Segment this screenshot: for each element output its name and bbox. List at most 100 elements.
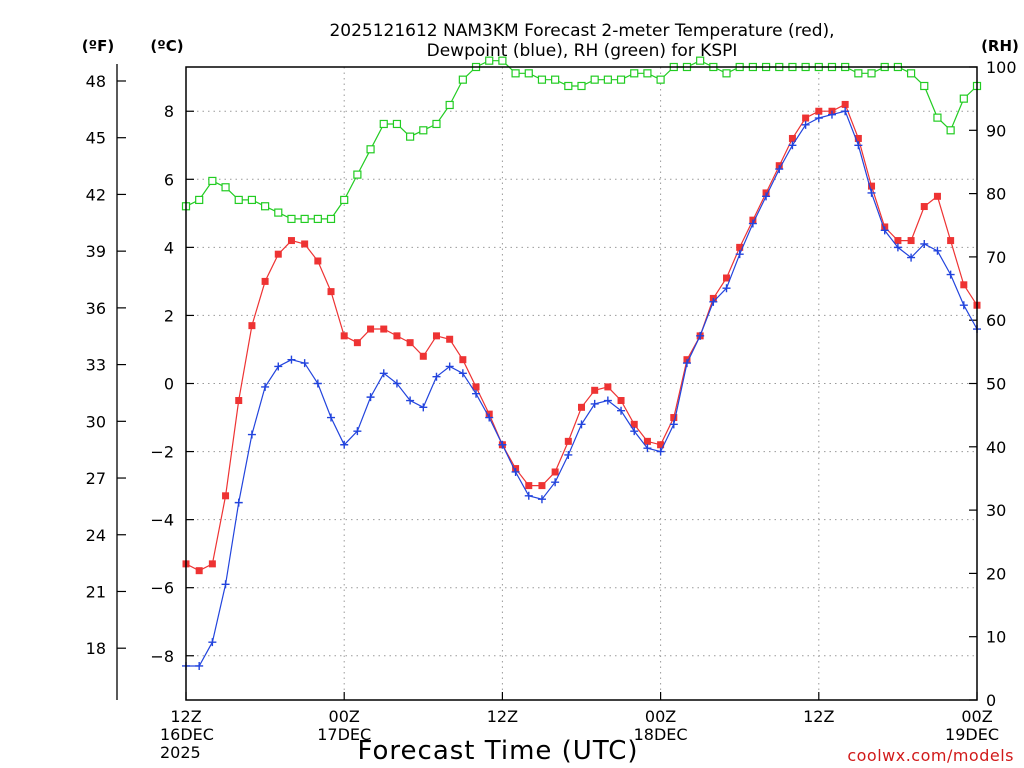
dewpoint-marker (959, 301, 968, 310)
fahrenheit-unit-label: (ºF) (82, 37, 114, 55)
dewpoint-marker (406, 396, 415, 405)
x-axis-title: Forecast Time (UTC) (357, 736, 638, 766)
temperature-marker (367, 325, 375, 333)
rh-marker (406, 132, 415, 141)
dewpoint-marker (775, 165, 784, 174)
rh-marker (906, 69, 916, 78)
temperature-marker (393, 332, 401, 340)
dewpoint-marker (445, 362, 454, 371)
rh-marker (590, 75, 599, 84)
time-tick-label: 12Z (803, 707, 834, 726)
temperature-marker (854, 134, 862, 142)
temperature-marker (208, 560, 216, 568)
rh-tick-label: 100 (986, 58, 1017, 77)
dewpoint-marker (643, 444, 652, 453)
rh-marker (458, 75, 467, 84)
dewpoint-marker (300, 359, 309, 368)
dewpoint-marker (524, 491, 533, 500)
rh-marker (867, 69, 876, 78)
celsius-tick-label: 2 (164, 306, 174, 325)
temperature-marker (235, 397, 243, 405)
temperature-marker (406, 339, 414, 347)
temperature-marker (314, 257, 322, 265)
temperature-marker (933, 192, 941, 200)
time-tick-label: 17DEC (317, 725, 371, 744)
rh-marker (616, 75, 626, 84)
rh-marker (696, 56, 705, 65)
temperature-marker (920, 203, 928, 211)
dewpoint-marker (907, 253, 916, 262)
plot-frame (185, 66, 978, 701)
dewpoint-marker (392, 379, 401, 388)
fahrenheit-tick-label: 24 (86, 526, 106, 545)
celsius-tick-label: 6 (164, 170, 174, 189)
celsius-tick-label: −6 (150, 579, 174, 598)
time-tick-label: 00Z (961, 707, 992, 726)
dewpoint-marker (379, 369, 388, 378)
dewpoint-marker (867, 188, 876, 197)
dewpoint-marker (498, 440, 507, 449)
rh-marker (722, 69, 731, 78)
celsius-tick-label: 4 (164, 238, 174, 257)
fahrenheit-tick-label: 30 (86, 412, 106, 431)
dewpoint-marker (458, 369, 467, 378)
rh-marker (234, 195, 243, 205)
temperature-marker (643, 437, 651, 445)
time-tick-label: 00Z (645, 707, 676, 726)
fahrenheit-tick-label: 36 (86, 299, 106, 318)
time-tick-label: 2025 (160, 743, 201, 762)
dewpoint-marker (762, 192, 771, 201)
dewpoint-marker (432, 372, 441, 381)
rh-marker (221, 183, 230, 192)
temperature-marker (736, 243, 744, 251)
source-credit: coolwx.com/models (847, 746, 1014, 765)
temperature-marker (340, 332, 348, 340)
temperature-marker (274, 250, 282, 258)
dewpoint-marker (814, 114, 823, 123)
rh-tick-label: 20 (986, 564, 1006, 583)
chart-title-line2: Dewpoint (blue), RH (green) for KSPI (427, 41, 738, 61)
temperature-marker (432, 332, 440, 340)
rh-marker (432, 119, 441, 129)
dewpoint-marker (893, 243, 902, 252)
dewpoint-marker (274, 362, 283, 371)
time-tick-label: 00Z (329, 707, 360, 726)
dewpoint-marker (696, 331, 705, 340)
rh-marker (445, 100, 454, 110)
rh-marker (946, 126, 955, 135)
rh-marker (379, 119, 388, 129)
dewpoint-marker (551, 478, 560, 487)
temperature-marker (670, 414, 678, 422)
fahrenheit-tick-label: 21 (86, 582, 106, 601)
rh-marker (274, 208, 283, 217)
fahrenheit-tick-label: 18 (86, 639, 106, 658)
temperature-marker (604, 383, 612, 391)
temperature-marker (591, 386, 599, 394)
rh-marker (603, 75, 612, 84)
dewpoint-marker (485, 413, 494, 422)
dewpoint-marker (669, 420, 678, 429)
rh-marker (208, 176, 217, 186)
dewpoint-marker (854, 141, 863, 150)
rh-marker (643, 69, 652, 78)
temperature-marker (195, 567, 203, 575)
dewpoint-marker (313, 379, 322, 388)
dewpoint-marker (709, 297, 718, 306)
fahrenheit-tick-label: 48 (86, 72, 106, 91)
rh-marker (524, 69, 533, 78)
temperature-marker (301, 240, 309, 248)
rh-tick-label: 0 (986, 691, 996, 710)
rh-marker (656, 75, 665, 84)
dewpoint-marker (656, 447, 665, 456)
rh-marker (392, 119, 402, 129)
dewpoint-marker (221, 580, 230, 589)
time-tick-label: 12Z (170, 707, 201, 726)
rh-marker (485, 56, 494, 65)
dewpoint-marker (880, 226, 889, 235)
dewpoint-marker (472, 389, 481, 398)
temperature-marker (538, 482, 546, 490)
dewpoint-marker (208, 638, 217, 647)
temperature-marker (446, 335, 454, 343)
temperature-marker (947, 237, 955, 245)
dewpoint-marker (722, 284, 731, 293)
